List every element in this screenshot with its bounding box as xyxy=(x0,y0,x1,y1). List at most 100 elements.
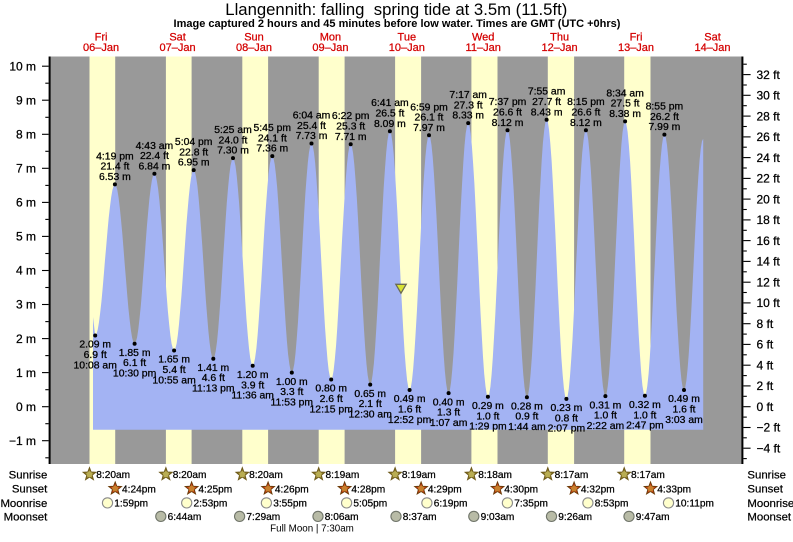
svg-text:Llangennith: falling spring t: Llangennith: falling spring tide at 3.5m… xyxy=(225,0,567,19)
svg-text:4:19 pm: 4:19 pm xyxy=(96,151,134,162)
svg-text:27.7 ft: 27.7 ft xyxy=(532,97,561,108)
svg-text:7:35pm: 7:35pm xyxy=(514,499,548,510)
svg-text:4 m: 4 m xyxy=(16,264,36,278)
svg-text:6:44am: 6:44am xyxy=(168,512,202,523)
svg-text:2:22 am: 2:22 am xyxy=(587,421,625,432)
svg-text:10:55 am: 10:55 am xyxy=(152,375,195,386)
svg-text:25.3 ft: 25.3 ft xyxy=(336,122,365,133)
svg-text:Wed: Wed xyxy=(472,31,494,43)
svg-text:Moonset: Moonset xyxy=(4,512,49,524)
svg-text:1.20 m: 1.20 m xyxy=(237,370,269,381)
svg-text:4:33pm: 4:33pm xyxy=(657,484,691,495)
svg-text:0.49 m: 0.49 m xyxy=(394,394,426,405)
svg-text:7.99 m: 7.99 m xyxy=(649,122,681,133)
svg-text:8:53pm: 8:53pm xyxy=(595,499,629,510)
svg-text:26.6 ft: 26.6 ft xyxy=(493,108,522,119)
svg-text:32 ft: 32 ft xyxy=(757,68,781,82)
svg-text:Sunset: Sunset xyxy=(12,484,48,496)
svg-text:5:25 am: 5:25 am xyxy=(214,125,252,136)
svg-text:2:07 pm: 2:07 pm xyxy=(548,424,586,435)
svg-text:8:20am: 8:20am xyxy=(249,470,283,481)
svg-text:10:30 pm: 10:30 pm xyxy=(113,369,156,380)
svg-text:0.8 ft: 0.8 ft xyxy=(555,413,578,424)
svg-text:12 ft: 12 ft xyxy=(757,275,781,289)
svg-text:6:19pm: 6:19pm xyxy=(434,499,468,510)
svg-text:22 ft: 22 ft xyxy=(757,172,781,186)
svg-text:Moonrise: Moonrise xyxy=(0,498,47,510)
svg-text:10:11pm: 10:11pm xyxy=(675,499,714,510)
svg-text:0.9 ft: 0.9 ft xyxy=(515,412,538,423)
svg-text:6.53 m: 6.53 m xyxy=(99,172,131,183)
svg-text:22.4 ft: 22.4 ft xyxy=(140,151,169,162)
svg-text:13–Jan: 13–Jan xyxy=(618,42,654,54)
svg-text:1:07 am: 1:07 am xyxy=(430,418,468,429)
svg-text:4:43 am: 4:43 am xyxy=(136,141,174,152)
svg-text:8:17am: 8:17am xyxy=(631,470,665,481)
svg-text:−1 m: −1 m xyxy=(9,434,36,448)
svg-text:24 ft: 24 ft xyxy=(757,151,781,165)
svg-text:0.32 m: 0.32 m xyxy=(629,400,661,411)
svg-text:0.65 m: 0.65 m xyxy=(354,389,386,400)
svg-text:11:36 am: 11:36 am xyxy=(231,391,274,402)
svg-text:21.4 ft: 21.4 ft xyxy=(100,162,129,173)
svg-text:3:55pm: 3:55pm xyxy=(273,499,307,510)
svg-text:11–Jan: 11–Jan xyxy=(466,42,501,54)
svg-text:2.6 ft: 2.6 ft xyxy=(320,394,343,405)
svg-text:1.65 m: 1.65 m xyxy=(158,355,190,366)
svg-text:6:41 am: 6:41 am xyxy=(371,98,409,109)
svg-text:2 ft: 2 ft xyxy=(757,379,774,393)
svg-text:24.1 ft: 24.1 ft xyxy=(258,133,287,144)
svg-text:7 m: 7 m xyxy=(16,162,36,176)
svg-text:27.3 ft: 27.3 ft xyxy=(454,100,483,111)
svg-text:0.31 m: 0.31 m xyxy=(590,400,622,411)
svg-text:8:55 pm: 8:55 pm xyxy=(646,102,684,113)
svg-text:0 m: 0 m xyxy=(16,400,36,414)
svg-text:10–Jan: 10–Jan xyxy=(389,42,425,54)
svg-text:4:24pm: 4:24pm xyxy=(122,484,156,495)
svg-text:1.6 ft: 1.6 ft xyxy=(672,405,695,416)
svg-text:8 m: 8 m xyxy=(16,128,36,142)
svg-text:5:05pm: 5:05pm xyxy=(353,499,387,510)
svg-text:Sat: Sat xyxy=(169,31,186,43)
svg-text:26 ft: 26 ft xyxy=(757,130,781,144)
svg-text:Fri: Fri xyxy=(95,31,108,43)
svg-text:25.4 ft: 25.4 ft xyxy=(297,121,326,132)
svg-text:9:26am: 9:26am xyxy=(558,512,592,523)
svg-text:8:19am: 8:19am xyxy=(326,470,360,481)
svg-text:09–Jan: 09–Jan xyxy=(312,42,348,54)
svg-text:1.0 ft: 1.0 ft xyxy=(594,411,617,422)
svg-text:9 m: 9 m xyxy=(16,94,36,108)
svg-text:8 ft: 8 ft xyxy=(757,317,774,331)
svg-text:9:47am: 9:47am xyxy=(636,512,670,523)
svg-text:1.0 ft: 1.0 ft xyxy=(476,411,499,422)
svg-text:Fri: Fri xyxy=(630,31,643,43)
svg-text:5:04 pm: 5:04 pm xyxy=(175,137,213,148)
svg-text:3:03 am: 3:03 am xyxy=(665,415,703,426)
svg-text:1:59pm: 1:59pm xyxy=(114,499,148,510)
svg-text:8:18am: 8:18am xyxy=(478,470,512,481)
svg-text:0.80 m: 0.80 m xyxy=(315,384,347,395)
svg-text:2.09 m: 2.09 m xyxy=(79,340,111,351)
svg-text:8:34 am: 8:34 am xyxy=(606,88,644,99)
svg-text:0.49 m: 0.49 m xyxy=(668,394,700,405)
svg-text:7:37 pm: 7:37 pm xyxy=(489,97,527,108)
svg-text:07–Jan: 07–Jan xyxy=(160,42,196,54)
svg-text:30 ft: 30 ft xyxy=(757,89,781,103)
svg-text:1.0 ft: 1.0 ft xyxy=(633,410,656,421)
svg-text:06–Jan: 06–Jan xyxy=(83,42,119,54)
svg-text:12:30 am: 12:30 am xyxy=(349,409,392,420)
svg-text:1.6 ft: 1.6 ft xyxy=(398,405,421,416)
svg-text:4:32pm: 4:32pm xyxy=(581,484,615,495)
svg-text:14–Jan: 14–Jan xyxy=(694,42,730,54)
svg-text:8.43 m: 8.43 m xyxy=(531,107,563,118)
svg-text:6.95 m: 6.95 m xyxy=(178,158,210,169)
svg-text:14 ft: 14 ft xyxy=(757,255,781,269)
svg-text:24.0 ft: 24.0 ft xyxy=(219,135,248,146)
svg-text:6.84 m: 6.84 m xyxy=(139,161,171,172)
svg-text:22.8 ft: 22.8 ft xyxy=(179,147,208,158)
svg-text:3.9 ft: 3.9 ft xyxy=(241,380,264,391)
svg-text:7.73 m: 7.73 m xyxy=(296,131,328,142)
svg-text:6.1 ft: 6.1 ft xyxy=(123,358,146,369)
svg-text:26.2 ft: 26.2 ft xyxy=(650,112,679,123)
svg-text:8.12 m: 8.12 m xyxy=(492,118,524,129)
